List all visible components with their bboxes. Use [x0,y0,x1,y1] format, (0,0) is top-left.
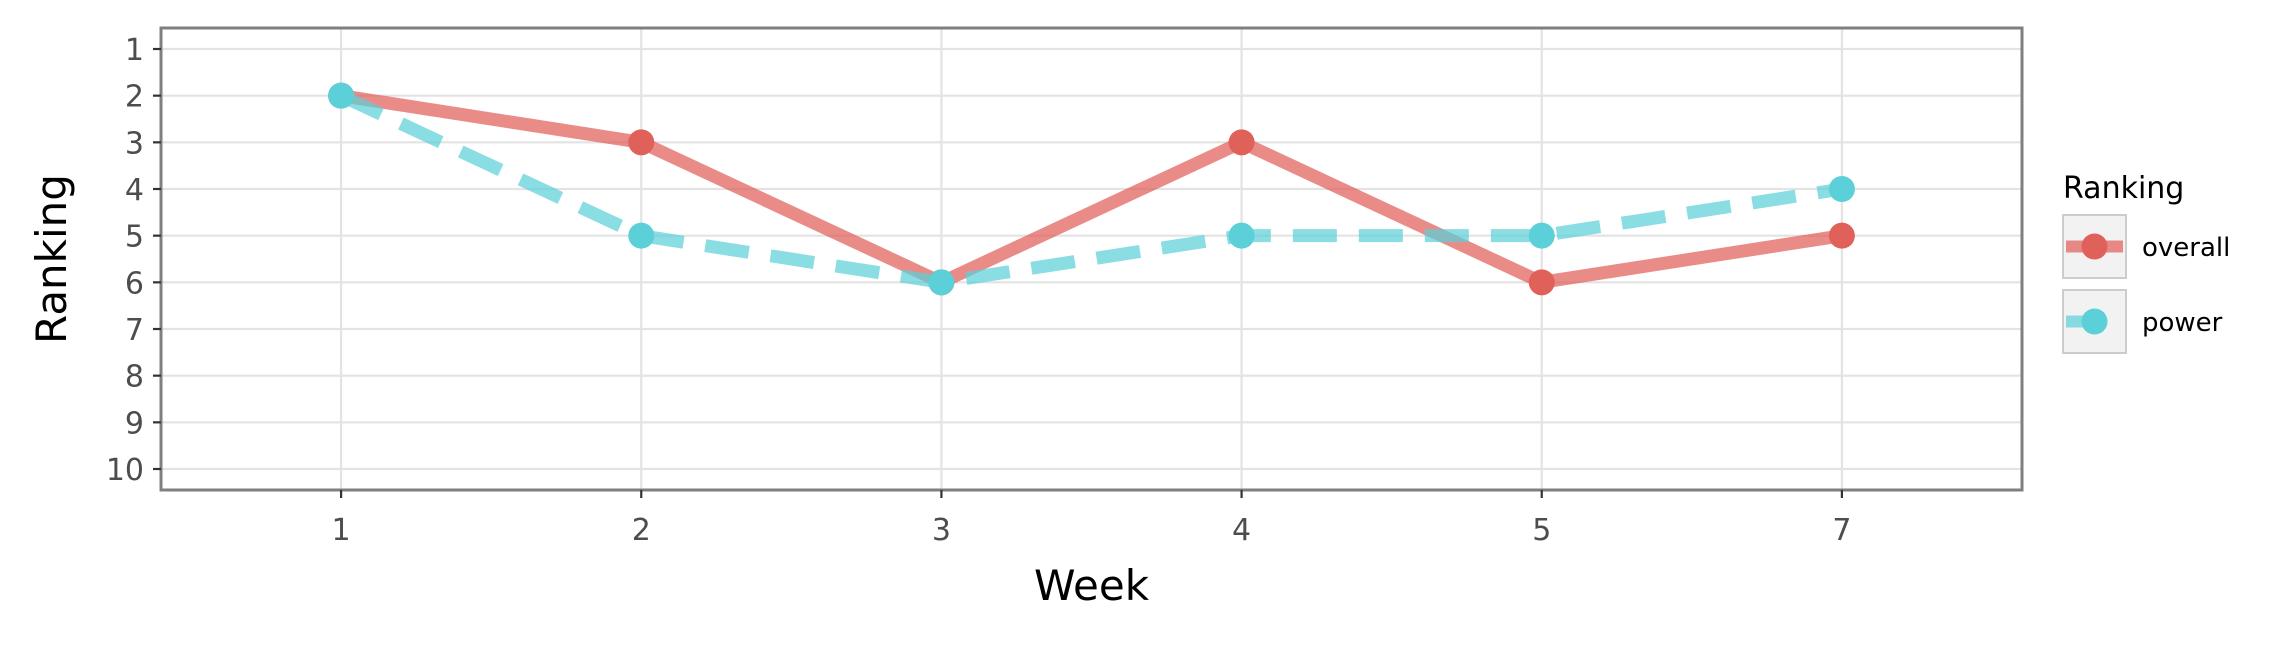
legend-item-power: power [2062,289,2223,354]
series-layer [328,82,1855,296]
y-tick-label: 8 [125,360,144,395]
legend-title: Ranking [2063,171,2184,206]
y-tick-label: 7 [125,313,144,348]
axis-ticks: 1 2 3 4 5 7 1 2 3 4 5 6 7 8 9 10 [106,33,1852,548]
x-axis-title: Week [1034,561,1150,610]
data-point [628,129,655,156]
x-tick-label: 1 [332,513,351,548]
series-line [340,89,1843,289]
data-point [928,269,955,296]
data-point [1228,129,1255,156]
series-line [338,89,1843,289]
y-tick-label: 1 [125,33,144,68]
x-tick-label: 2 [632,513,651,548]
y-tick-label: 10 [106,453,144,488]
legend-item-overall: overall [2062,214,2230,279]
plot-panel-border [159,26,2024,492]
y-tick-label: 2 [125,80,144,115]
y-tick-label: 6 [125,266,144,301]
legend-key-point [2081,308,2108,335]
x-tick-label: 7 [1832,513,1851,548]
data-point [628,222,655,249]
y-axis-title: Ranking [27,174,76,344]
y-tick-label: 3 [125,126,144,161]
data-point [1528,222,1555,249]
y-tick-label: 4 [125,173,144,208]
y-tick-label: 9 [125,406,144,441]
data-point [1228,222,1255,249]
series-power [328,82,1855,296]
data-point [1528,269,1555,296]
data-point [1828,176,1855,202]
y-tick-label: 5 [125,220,144,255]
legend: Ranking overall power [2062,171,2230,354]
x-tick-label: 3 [932,513,951,548]
legend-key-point [2081,233,2108,260]
legend-label: overall [2142,233,2230,263]
x-tick-label: 5 [1532,513,1551,548]
data-point [1828,222,1855,249]
x-tick-label: 4 [1232,513,1251,548]
data-point [328,82,355,109]
grid [161,28,2022,490]
legend-label: power [2142,308,2223,338]
